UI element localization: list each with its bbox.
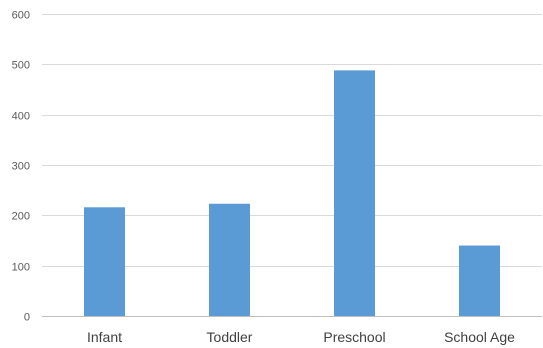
bar-school-age xyxy=(459,245,500,316)
y-tick-label: 300 xyxy=(12,161,30,173)
x-axis-category-labels: Infant Toddler Preschool School Age xyxy=(87,329,515,345)
x-category-label: Preschool xyxy=(323,329,385,345)
y-tick-label: 500 xyxy=(12,60,30,72)
y-tick-label: 0 xyxy=(24,312,30,324)
y-tick-label: 600 xyxy=(12,10,30,22)
bar-infant xyxy=(84,207,125,316)
y-tick-label: 400 xyxy=(12,111,30,123)
bars xyxy=(84,70,500,316)
bar-preschool xyxy=(334,70,375,316)
y-tick-label: 200 xyxy=(12,211,30,223)
bar-toddler xyxy=(209,203,250,316)
x-category-label: Infant xyxy=(87,329,122,345)
y-axis-tick-labels: 0 100 200 300 400 500 600 xyxy=(12,10,30,324)
x-category-label: School Age xyxy=(444,329,515,345)
gridlines xyxy=(42,14,542,267)
x-category-label: Toddler xyxy=(207,329,253,345)
y-tick-label: 100 xyxy=(12,262,30,274)
